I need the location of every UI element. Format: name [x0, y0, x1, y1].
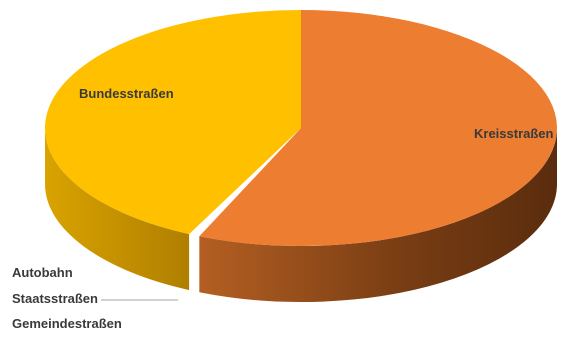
kreisstrassen-slice[interactable]	[199, 10, 557, 246]
label-gemeindestrassen: Gemeindestraßen	[12, 316, 122, 331]
label-autobahn: Autobahn	[12, 265, 73, 280]
label-kreisstrassen: Kreisstraßen	[474, 126, 554, 141]
label-bundesstrassen: Bundesstraßen	[79, 86, 174, 101]
bundesstrassen-slice[interactable]	[45, 10, 301, 235]
kreisstrassen-slice-side	[199, 128, 557, 303]
label-staatsstrassen: Staatsstraßen	[12, 291, 98, 306]
pie-side-walls	[45, 128, 557, 303]
pie-top-faces	[45, 10, 557, 246]
bundesstrassen-slice-side	[45, 128, 190, 291]
